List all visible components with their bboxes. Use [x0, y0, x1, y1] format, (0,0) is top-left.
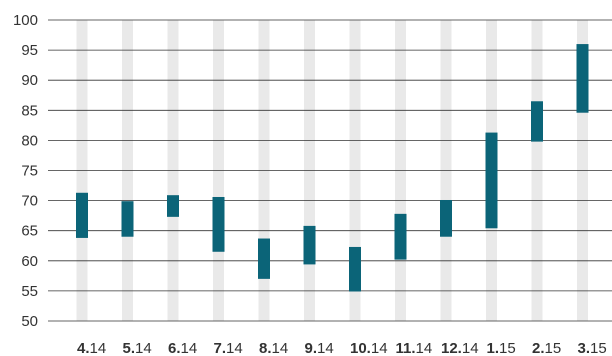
range-bar	[485, 132, 498, 229]
range-bar	[349, 246, 361, 292]
y-tick-label: 95	[21, 42, 38, 59]
y-tick-label: 55	[21, 283, 38, 300]
y-axis-ticks: 50 55 60 65 70 75 80 85 90 95 100	[13, 12, 38, 330]
gridlines	[48, 19, 612, 322]
y-tick-label: 90	[21, 72, 38, 89]
range-bar	[258, 238, 270, 279]
x-tick-label: 12.14	[441, 340, 479, 356]
range-bar	[76, 192, 88, 238]
x-tick-label: 2.15	[532, 340, 561, 356]
y-tick-label: 80	[21, 132, 38, 149]
x-tick-label: 6.14	[168, 340, 197, 356]
y-tick-label: 50	[21, 313, 38, 330]
range-bar	[121, 201, 134, 237]
range-bar	[303, 225, 316, 265]
range-bar	[212, 196, 225, 252]
x-axis-ticks: 4.14 5.14 6.14 7.14 8.14 9.14 10.14 11.14 12.14 1…	[77, 340, 607, 356]
range-bar	[576, 44, 589, 113]
range-bars	[76, 44, 589, 292]
x-tick-label: 7.14	[214, 340, 243, 356]
x-tick-label: 9.14	[305, 340, 334, 356]
range-bar	[531, 101, 543, 142]
y-tick-label: 85	[21, 102, 38, 119]
x-tick-label: 10.14	[350, 340, 388, 356]
y-tick-label: 60	[21, 253, 38, 270]
x-tick-label: 11.14	[396, 340, 433, 356]
y-tick-label: 75	[21, 163, 38, 180]
x-tick-label: 4.14	[77, 340, 106, 356]
x-tick-label: 8.14	[259, 340, 288, 356]
y-tick-label: 70	[21, 193, 38, 210]
x-tick-label: 5.14	[123, 340, 152, 356]
y-tick-label: 65	[21, 223, 38, 240]
x-tick-label: 3.15	[578, 340, 607, 356]
range-bar	[440, 199, 452, 237]
x-tick-label: 1.15	[487, 340, 516, 356]
range-bar	[167, 195, 179, 217]
y-tick-label: 100	[13, 12, 38, 29]
range-bar	[394, 213, 407, 260]
